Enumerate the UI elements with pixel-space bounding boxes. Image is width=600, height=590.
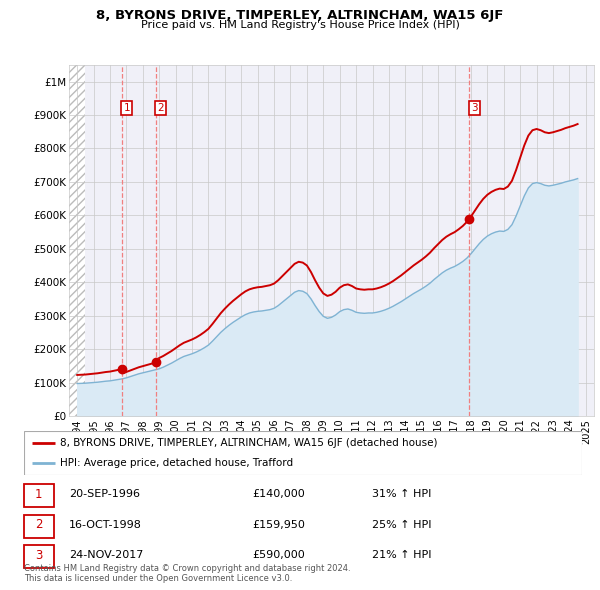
Text: £140,000: £140,000	[252, 489, 305, 499]
Text: £590,000: £590,000	[252, 550, 305, 560]
Text: 25% ↑ HPI: 25% ↑ HPI	[372, 520, 431, 530]
Text: 8, BYRONS DRIVE, TIMPERLEY, ALTRINCHAM, WA15 6JF: 8, BYRONS DRIVE, TIMPERLEY, ALTRINCHAM, …	[97, 9, 503, 22]
Text: 1: 1	[124, 103, 130, 113]
Text: 24-NOV-2017: 24-NOV-2017	[69, 550, 143, 560]
Text: 2: 2	[157, 103, 164, 113]
Text: 31% ↑ HPI: 31% ↑ HPI	[372, 489, 431, 499]
Text: 2: 2	[35, 518, 43, 531]
Text: Price paid vs. HM Land Registry's House Price Index (HPI): Price paid vs. HM Land Registry's House …	[140, 20, 460, 30]
Text: 8, BYRONS DRIVE, TIMPERLEY, ALTRINCHAM, WA15 6JF (detached house): 8, BYRONS DRIVE, TIMPERLEY, ALTRINCHAM, …	[60, 438, 438, 448]
Text: HPI: Average price, detached house, Trafford: HPI: Average price, detached house, Traf…	[60, 458, 293, 467]
Text: 21% ↑ HPI: 21% ↑ HPI	[372, 550, 431, 560]
Text: £159,950: £159,950	[252, 520, 305, 530]
Text: 20-SEP-1996: 20-SEP-1996	[69, 489, 140, 499]
Text: 16-OCT-1998: 16-OCT-1998	[69, 520, 142, 530]
Text: 3: 3	[35, 549, 43, 562]
Text: 1: 1	[35, 487, 43, 500]
Text: 3: 3	[471, 103, 478, 113]
Text: Contains HM Land Registry data © Crown copyright and database right 2024.
This d: Contains HM Land Registry data © Crown c…	[24, 563, 350, 583]
